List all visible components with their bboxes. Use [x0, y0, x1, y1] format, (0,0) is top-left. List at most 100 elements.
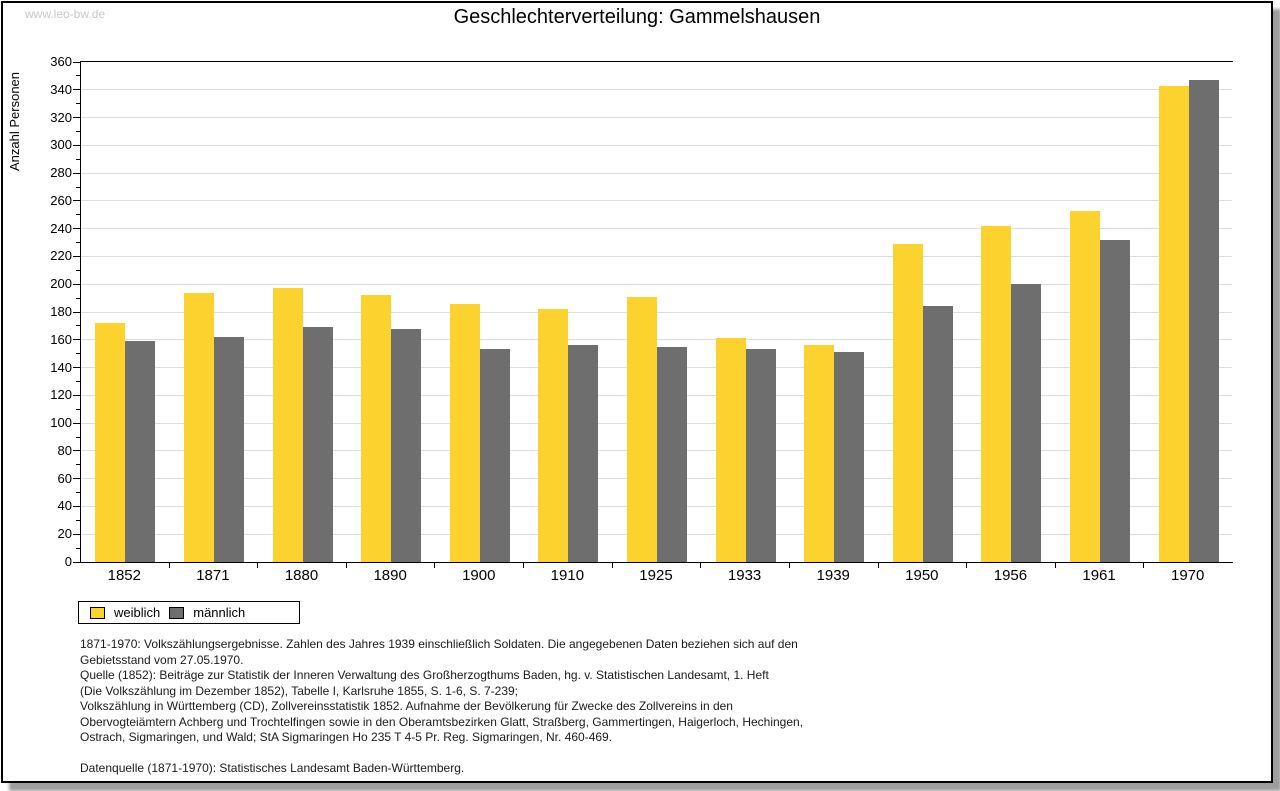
y-major-tick — [73, 89, 80, 91]
bar-männlich-1910 — [568, 345, 599, 562]
bar-männlich-1890 — [391, 329, 422, 562]
x-tick — [877, 563, 879, 568]
legend-label-maennlich: männlich — [193, 605, 246, 620]
x-tick — [1054, 563, 1056, 568]
y-minor-tick — [76, 242, 80, 244]
bar-weiblich-1925 — [627, 297, 657, 562]
y-major-tick — [73, 200, 80, 202]
y-axis-title: Anzahl Personen — [7, 71, 22, 171]
x-category-label: 1900 — [462, 567, 496, 584]
watermark: www.leo-bw.de — [25, 7, 106, 21]
y-minor-tick — [76, 547, 80, 549]
legend-item-maennlich: männlich — [169, 605, 245, 620]
gridline — [81, 255, 1232, 257]
y-tick-label: 340 — [50, 81, 72, 97]
gridline — [81, 89, 1232, 91]
x-category-label: 1970 — [1170, 567, 1205, 584]
footnotes: 1871-1970: Volkszählungsergebnisse. Zahl… — [80, 637, 1230, 776]
x-category-label: 1890 — [373, 567, 407, 584]
y-minor-tick — [76, 408, 80, 410]
bar-männlich-1970 — [1188, 80, 1219, 562]
footnote-line: Quelle (1852): Beiträge zur Statistik de… — [80, 668, 769, 682]
y-minor-tick — [76, 380, 80, 382]
x-tick — [611, 563, 613, 568]
legend-swatch-weiblich — [90, 606, 105, 619]
y-minor-tick — [76, 214, 80, 216]
y-tick-label: 120 — [50, 387, 72, 403]
bar-männlich-1880 — [302, 327, 333, 562]
x-category-label: 1871 — [196, 567, 230, 584]
footnote-line: (Die Volkszählung im Dezember 1852), Tab… — [80, 683, 519, 698]
bar-weiblich-1910 — [538, 309, 569, 562]
y-minor-tick — [76, 75, 80, 77]
x-category-label: 1950 — [905, 567, 939, 584]
x-tick — [966, 563, 968, 568]
bar-männlich-1852 — [125, 341, 156, 562]
page-title: Geschlechterverteilung: Gammelshausen — [453, 6, 821, 28]
legend-item-weiblich: weiblich — [90, 605, 160, 620]
footnote-line: Volkszählung in Württemberg (CD), Zollve… — [80, 699, 733, 713]
y-minor-tick — [76, 297, 80, 299]
y-minor-tick — [76, 519, 80, 521]
datasource-line: Datenquelle (1871-1970): Statistisches L… — [80, 760, 465, 775]
bar-weiblich-1852 — [95, 323, 126, 562]
y-tick-label: 40 — [57, 498, 72, 514]
x-tick — [168, 563, 170, 568]
y-tick-label: 60 — [57, 470, 72, 486]
gridline — [81, 200, 1232, 202]
footnote-line: Ostrach, Sigmaringen, und Wald; StA Sigm… — [80, 730, 613, 744]
bar-weiblich-1871 — [183, 293, 214, 562]
plot-area — [80, 61, 1233, 563]
y-tick-label: 0 — [64, 554, 72, 569]
x-category-label: 1956 — [993, 567, 1028, 584]
y-major-tick — [73, 505, 80, 507]
y-major-tick — [73, 394, 80, 396]
y-major-tick — [73, 339, 80, 341]
y-minor-tick — [76, 353, 80, 355]
footnote-line: Gebietsstand vom 27.05.1970. — [80, 652, 244, 667]
footnote-line: 1871-1970: Volkszählungsergebnisse. Zahl… — [80, 637, 798, 651]
y-minor-tick — [76, 436, 80, 438]
legend: weiblich männlich — [78, 601, 300, 624]
x-category-label: 1933 — [727, 567, 762, 584]
x-category-label: 1910 — [550, 567, 585, 584]
y-tick-label: 260 — [50, 192, 72, 208]
y-major-tick — [73, 450, 80, 452]
x-category-label: 1852 — [107, 567, 141, 584]
bar-weiblich-1890 — [361, 295, 392, 562]
legend-swatch-maennlich — [169, 606, 185, 619]
bar-weiblich-1956 — [981, 226, 1012, 562]
y-tick-label: 360 — [50, 54, 72, 69]
y-minor-tick — [76, 158, 80, 160]
x-category-label: 1880 — [284, 567, 319, 584]
y-minor-tick — [76, 269, 80, 271]
bar-weiblich-1961 — [1070, 211, 1101, 562]
y-tick-label: 160 — [50, 331, 72, 347]
bar-weiblich-1933 — [715, 338, 746, 562]
gridline — [81, 228, 1232, 230]
x-tick — [1143, 563, 1145, 568]
gridline — [81, 283, 1232, 285]
y-major-tick — [73, 61, 80, 63]
bar-männlich-1925 — [657, 347, 687, 562]
y-minor-tick — [76, 130, 80, 132]
x-tick — [345, 563, 347, 568]
bar-männlich-1961 — [1100, 240, 1131, 562]
bar-weiblich-1939 — [804, 345, 835, 562]
gridline — [81, 172, 1232, 174]
y-major-tick — [73, 533, 80, 535]
gridline — [81, 117, 1232, 119]
x-tick — [788, 563, 790, 568]
y-tick-label: 140 — [50, 359, 72, 375]
y-major-tick — [73, 172, 80, 174]
bar-weiblich-1900 — [449, 304, 480, 562]
x-category-label: 1939 — [816, 567, 850, 584]
x-tick — [257, 563, 259, 568]
y-minor-tick — [76, 492, 80, 494]
y-major-tick — [73, 561, 80, 563]
y-minor-tick — [76, 464, 80, 466]
y-tick-label: 100 — [50, 415, 72, 431]
bar-männlich-1900 — [479, 349, 510, 562]
bar-männlich-1939 — [834, 352, 865, 562]
y-tick-label: 180 — [50, 304, 72, 319]
